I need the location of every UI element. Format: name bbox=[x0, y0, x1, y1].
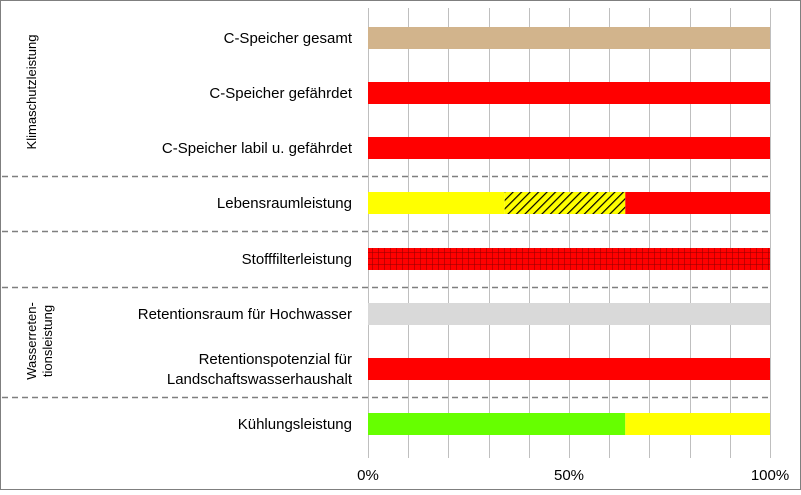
bar-stofffilterleistung-segment-1 bbox=[368, 248, 770, 270]
category-label: C-Speicher gefährdet bbox=[209, 85, 352, 102]
category-label: Stofffilterleistung bbox=[242, 251, 352, 268]
group-label: Klimaschutzleistung bbox=[24, 35, 39, 150]
bar-lebensraumleistung-segment-1 bbox=[368, 192, 505, 214]
group-separators bbox=[2, 175, 770, 399]
bar-kühlungsleistung-segment-1 bbox=[368, 413, 626, 435]
bar-lebensraumleistung-segment-3 bbox=[625, 192, 770, 214]
category-label: Retentionsraum für Hochwasser bbox=[138, 306, 352, 323]
x-tick-label: 0% bbox=[357, 467, 379, 484]
bar-retentionspotenzial-für-landschaftswasserhaushalt-segment-1 bbox=[368, 358, 770, 380]
x-tick-label: 100% bbox=[751, 467, 789, 484]
bar-c-speicher-gesamt-segment-1 bbox=[368, 27, 770, 49]
bar-kühlungsleistung-segment-2 bbox=[625, 413, 770, 435]
bar-retentionsraum-für-hochwasser-segment-1 bbox=[368, 303, 770, 325]
bar-lebensraumleistung-segment-2 bbox=[504, 192, 626, 214]
bar-c-speicher-labil-u-gefährdet-segment-1 bbox=[368, 137, 770, 159]
category-label: C-Speicher labil u. gefährdet bbox=[162, 140, 353, 157]
category-label: Kühlungsleistung bbox=[238, 416, 352, 433]
group-labels: Klimaschutzleistung Wasserreten-tionsleis… bbox=[24, 35, 55, 380]
group-label: Wasserreten-tionsleistung bbox=[24, 302, 55, 380]
category-label: Lebensraumleistung bbox=[217, 195, 352, 212]
bar-c-speicher-gefährdet-segment-1 bbox=[368, 82, 770, 104]
category-label: C-Speicher gesamt bbox=[224, 30, 353, 47]
bars bbox=[368, 27, 770, 435]
category-label: Retentionspotenzial für Landschaftswasser… bbox=[167, 351, 353, 388]
category-labels: C-Speicher gesamt C-Speicher gefährdet C-S… bbox=[138, 30, 353, 433]
x-tick-labels: 0% 50% 100% bbox=[357, 467, 789, 484]
x-tick-label: 50% bbox=[554, 467, 584, 484]
